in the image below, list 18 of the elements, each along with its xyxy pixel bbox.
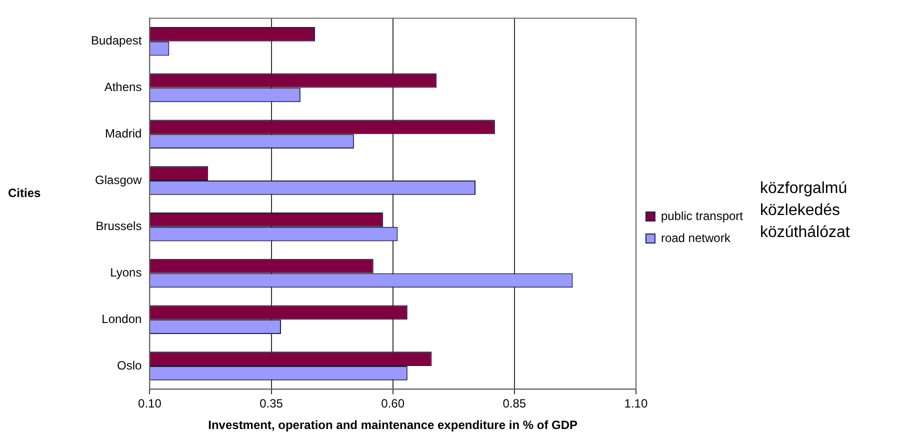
x-tick-label: 0.10 — [138, 396, 162, 411]
y-tick-label: Brussels — [96, 219, 142, 234]
x-tick-label: 1.10 — [624, 396, 648, 411]
x-tick-label: 0.60 — [381, 396, 405, 411]
y-tick-label: Athens — [104, 80, 142, 94]
legend-label: public transport — [660, 208, 744, 223]
x-axis-title: Investment, operation and maintenance expenditure in % of GDP — [208, 418, 578, 432]
y-axis-title: Cities — [8, 186, 41, 200]
y-tick-label: Lyons — [110, 266, 142, 280]
y-tick-label: Madrid — [105, 126, 142, 140]
y-tick-label: London — [102, 312, 142, 326]
legend-label: road network — [660, 230, 732, 245]
y-tick-label: Budapest — [90, 34, 142, 48]
text: közúthálózat — [760, 223, 851, 243]
x-tick-label: 0.35 — [260, 396, 284, 411]
y-tick-label: Glasgow — [95, 172, 142, 187]
y-tick-label: Oslo — [117, 358, 142, 372]
x-tick-label: 0.85 — [502, 396, 526, 411]
